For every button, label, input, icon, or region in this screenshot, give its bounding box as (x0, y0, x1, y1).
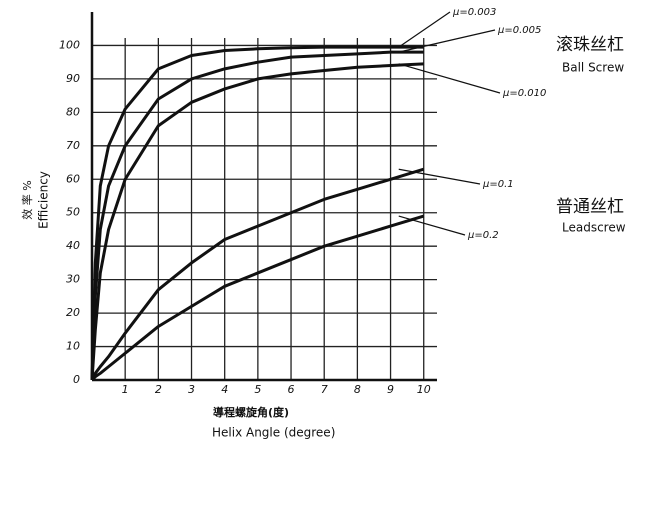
y-tick-label: 30 (66, 273, 80, 286)
legend-label: μ=0.1 (482, 179, 514, 190)
y-axis-label-en: Efficiency (37, 171, 51, 229)
x-tick-label: 6 (288, 383, 295, 396)
legend-label: μ=0.010 (502, 88, 546, 99)
leader-line (398, 168, 481, 185)
legend-label: μ=0.2 (467, 230, 499, 241)
y-tick-label: 50 (66, 206, 80, 219)
series-line (90, 50, 424, 381)
legend-label: μ=0.003 (452, 7, 496, 18)
annotation-subtitle: Ball Screw (562, 61, 624, 75)
y-tick-label: 70 (66, 139, 80, 152)
annotation-title: 普通丝杠 (556, 197, 624, 217)
y-tick-label: 80 (66, 105, 80, 118)
legend-label: μ=0.005 (497, 25, 541, 36)
annotation-title: 滚珠丝杠 (556, 35, 624, 55)
leader-line (398, 29, 496, 53)
x-tick-label: 10 (417, 383, 431, 396)
x-tick-label: 3 (188, 383, 195, 396)
x-tick-label: 1 (122, 383, 129, 396)
y-tick-label: 40 (66, 239, 80, 252)
annotation-subtitle: Leadscrew (562, 221, 626, 235)
x-tick-label: 2 (155, 383, 162, 396)
y-tick-label: 100 (59, 38, 80, 51)
leader-line (398, 215, 466, 236)
x-axis-label-en: Helix Angle (degree) (212, 426, 335, 440)
leader-line (398, 63, 501, 94)
y-tick-label: 20 (66, 306, 80, 319)
series-line (90, 214, 425, 382)
x-tick-label: 9 (387, 383, 394, 396)
series-line (90, 62, 424, 381)
series-line (90, 45, 424, 381)
x-tick-label: 4 (221, 383, 228, 396)
y-tick-label: 60 (66, 172, 80, 185)
x-tick-label: 8 (354, 383, 361, 396)
x-tick-label: 7 (321, 383, 328, 396)
y-axis-label: 效 率 % (20, 180, 34, 219)
x-axis-label: 導程螺旋角(度) (213, 405, 289, 419)
x-tick-label: 5 (254, 383, 261, 396)
y-tick-label: 0 (73, 373, 80, 386)
leader-line (398, 11, 451, 48)
y-tick-label: 10 (66, 340, 80, 353)
series-line (90, 167, 425, 381)
y-tick-label: 90 (66, 72, 80, 85)
